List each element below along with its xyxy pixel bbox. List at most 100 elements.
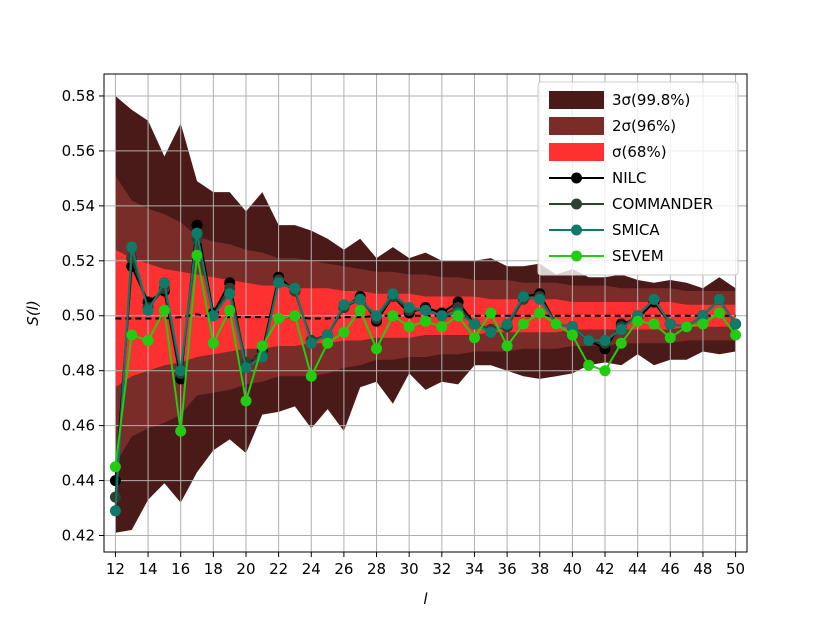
y-tick-label: 0.54 — [62, 197, 95, 215]
series-point — [273, 277, 285, 289]
series-point — [207, 310, 219, 322]
series-point — [583, 335, 595, 346]
series-point — [240, 395, 252, 407]
series-point — [534, 293, 546, 305]
series-point — [730, 329, 742, 341]
series-point — [550, 318, 562, 330]
series-point — [469, 318, 480, 330]
series-point — [632, 315, 644, 327]
series-point — [207, 337, 219, 349]
series-point — [126, 241, 138, 253]
x-tick-label: 40 — [563, 560, 582, 578]
series-point — [371, 343, 382, 355]
series-point — [354, 304, 366, 316]
series-point — [109, 505, 121, 517]
legend-label: SEVEM — [612, 247, 664, 265]
series-point — [615, 337, 627, 349]
y-tick-label: 0.50 — [62, 307, 95, 325]
legend-marker — [571, 172, 582, 184]
series-point — [730, 318, 742, 330]
legend-label: 3σ(99.8%) — [612, 91, 690, 109]
series-point — [403, 302, 415, 313]
series-point — [191, 249, 203, 261]
y-axis-ticks: 0.42 0.44 0.46 0.48 0.50 0.52 0.54 0.56 0.58 — [62, 87, 104, 545]
series-point — [566, 321, 578, 333]
series-point — [338, 326, 350, 338]
x-tick-label: 32 — [432, 560, 451, 578]
legend-label: COMMANDER — [612, 195, 713, 213]
x-tick-label: 38 — [530, 560, 549, 578]
y-axis-label: S(l) — [24, 300, 42, 325]
series-point — [142, 304, 154, 316]
series-point — [697, 310, 709, 322]
x-tick-label: 42 — [595, 560, 614, 578]
series-point — [403, 321, 415, 333]
legend-marker — [571, 224, 582, 236]
y-tick-label: 0.48 — [62, 362, 95, 380]
y-tick-label: 0.44 — [62, 472, 95, 490]
series-point — [648, 318, 660, 330]
legend-label: SMICA — [612, 221, 660, 239]
legend-label: NILC — [612, 169, 646, 187]
series-lines — [109, 219, 742, 517]
series-point — [256, 340, 268, 352]
series-point — [191, 227, 203, 239]
series-point — [436, 321, 448, 333]
legend-swatch — [549, 91, 604, 109]
x-tick-label: 22 — [269, 560, 288, 578]
x-tick-label: 18 — [204, 560, 223, 578]
series-point — [158, 304, 170, 316]
series-point — [566, 329, 578, 341]
series-point — [126, 329, 138, 341]
series-point — [452, 310, 464, 322]
legend-label: 2σ(96%) — [612, 117, 676, 135]
y-tick-label: 0.58 — [62, 87, 95, 105]
series-point — [664, 332, 676, 344]
series-point — [681, 321, 693, 333]
series-point — [664, 318, 676, 330]
series-point — [420, 315, 431, 327]
series-point — [322, 329, 334, 341]
x-tick-label: 50 — [726, 560, 745, 578]
series-point — [240, 362, 252, 374]
series-point — [109, 461, 121, 473]
series-point — [224, 288, 236, 300]
x-tick-label: 36 — [498, 560, 517, 578]
series-point — [713, 293, 725, 305]
x-tick-label: 30 — [400, 560, 419, 578]
series-point — [158, 277, 170, 289]
series-point — [338, 299, 350, 311]
legend-marker — [571, 250, 582, 262]
y-tick-label: 0.52 — [62, 252, 95, 270]
series-point — [175, 425, 187, 437]
x-tick-label: 44 — [628, 560, 647, 578]
x-axis-ticks: 12 14 16 18 20 22 24 26 28 30 32 34 36 38 40 42 44 46 48 50 — [106, 552, 745, 578]
x-tick-label: 48 — [693, 560, 712, 578]
legend-swatch — [549, 117, 604, 135]
legend-swatch — [549, 143, 604, 161]
series-point — [485, 307, 497, 319]
legend-label: σ(68%) — [612, 143, 667, 161]
series-point — [305, 370, 317, 382]
series-point — [371, 310, 382, 322]
series-3 — [109, 249, 742, 473]
legend-marker — [571, 198, 582, 210]
x-tick-label: 46 — [661, 560, 680, 578]
series-point — [534, 307, 546, 319]
series-point — [305, 337, 317, 349]
series-point — [387, 288, 399, 300]
plot-frame — [103, 73, 748, 553]
series-point — [289, 310, 301, 322]
series-point — [191, 219, 203, 231]
series-point — [599, 365, 611, 377]
series-point — [517, 291, 529, 302]
series-point — [273, 313, 285, 324]
series-point — [224, 304, 236, 316]
series-point — [501, 340, 513, 352]
series-point — [175, 365, 187, 377]
x-tick-label: 20 — [236, 560, 255, 578]
series-point — [289, 282, 301, 294]
x-tick-label: 26 — [334, 560, 353, 578]
series-point — [469, 332, 480, 344]
